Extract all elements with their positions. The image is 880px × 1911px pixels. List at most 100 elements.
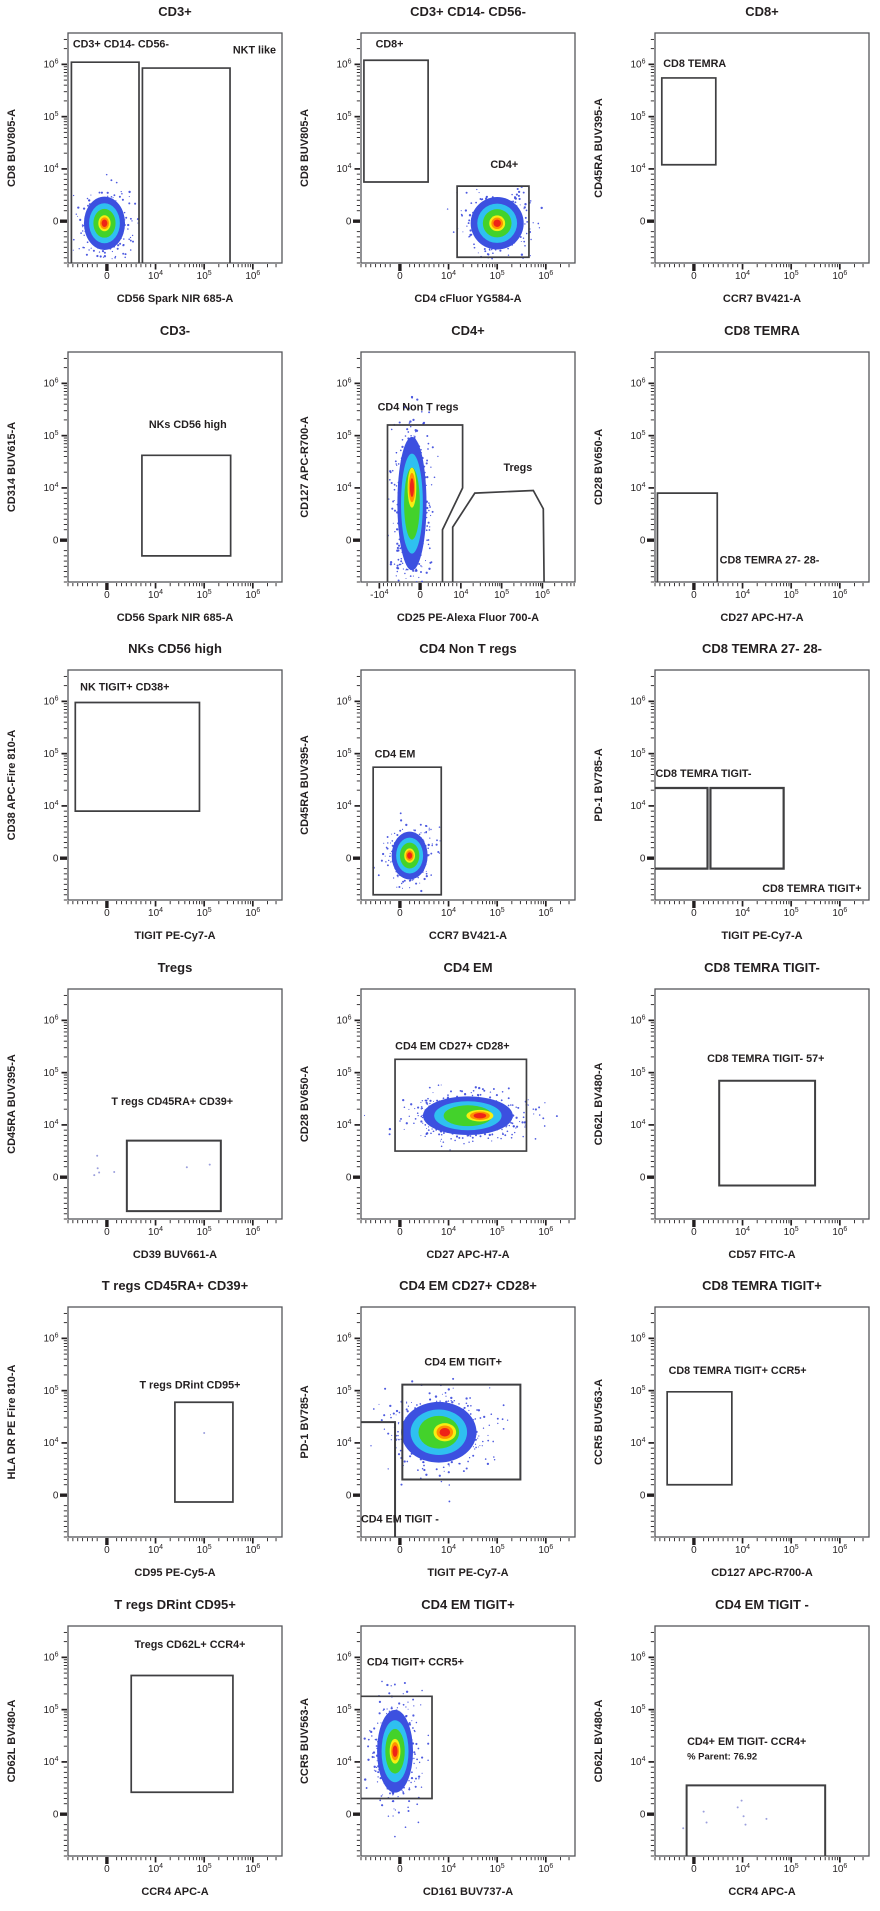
x-tick-label: 106 bbox=[245, 907, 260, 919]
y-tick-label: 104 bbox=[43, 1437, 58, 1449]
y-axis-label: CD28 BV650-A bbox=[299, 1065, 311, 1141]
x-tick-label: 105 bbox=[783, 270, 798, 282]
axis-ticks bbox=[646, 38, 864, 271]
y-tick-label: 104 bbox=[630, 800, 645, 812]
gate[interactable] bbox=[656, 491, 718, 587]
y-axis-label: CD45RA BUV395-A bbox=[6, 1054, 18, 1154]
x-tick-label: 0 bbox=[691, 1545, 697, 1556]
gate[interactable] bbox=[141, 67, 231, 265]
gate[interactable] bbox=[74, 701, 201, 812]
gate[interactable] bbox=[452, 489, 546, 584]
flow-plot-cell[interactable]: CD4 EM TIGIT+ 0 104 105 106 0 104 105 106 CD161 B… bbox=[293, 1593, 586, 1911]
y-tick-label: 105 bbox=[630, 111, 645, 123]
gate-label: CD3+ CD14- CD56- bbox=[73, 39, 170, 51]
gate[interactable] bbox=[141, 453, 232, 557]
x-axis-label: CD57 FITC-A bbox=[728, 1248, 795, 1260]
flow-plot-cell[interactable]: T regs CD45RA+ CD39+ 0 104 105 106 0 104 105 106… bbox=[0, 1274, 293, 1593]
x-tick-label: 106 bbox=[539, 907, 554, 919]
y-tick-label: 106 bbox=[43, 377, 58, 389]
gate[interactable] bbox=[685, 1783, 826, 1861]
flow-plot-cell[interactable]: CD8+ 0 104 105 106 0 104 105 106 CCR7 BV421-A CD45… bbox=[587, 0, 880, 319]
x-axis-label: CCR4 APC-A bbox=[141, 1885, 208, 1897]
x-tick-label: 106 bbox=[832, 907, 847, 919]
x-tick-label: 104 bbox=[735, 1862, 750, 1874]
plot-title: NKs CD56 high bbox=[128, 641, 222, 656]
axis-ticks bbox=[353, 38, 570, 271]
plot-frame bbox=[654, 350, 870, 583]
y-axis-label: HLA DR PE Fire 810-A bbox=[6, 1364, 18, 1479]
x-tick-label: 105 bbox=[783, 1544, 798, 1556]
x-tick-label: 104 bbox=[735, 907, 750, 919]
gate[interactable] bbox=[130, 1674, 234, 1793]
flow-plot-cell[interactable]: CD4 EM 0 104 105 106 0 104 105 106 CD27 APC-H7-A C… bbox=[293, 956, 586, 1275]
gate[interactable] bbox=[660, 77, 717, 166]
flow-plot-cell[interactable]: Tregs 0 104 105 106 0 104 105 106 CD39 BUV661-A CD… bbox=[0, 956, 293, 1275]
y-tick-label: 0 bbox=[346, 535, 352, 546]
flow-plot-cell[interactable]: CD4 EM TIGIT - 0 104 105 106 0 104 105 106 CCR4 A… bbox=[587, 1593, 880, 1911]
flow-plot-cell[interactable]: CD3+ 0 104 105 106 0 104 105 106 CD56 Spark NIR 6… bbox=[0, 0, 293, 319]
gate[interactable] bbox=[665, 1390, 733, 1486]
x-tick-label: 0 bbox=[397, 1545, 403, 1556]
gate[interactable] bbox=[401, 1383, 522, 1481]
x-tick-label: 0 bbox=[104, 1863, 110, 1874]
x-tick-label: 0 bbox=[691, 1863, 697, 1874]
gate[interactable] bbox=[717, 1079, 816, 1187]
y-tick-label: 0 bbox=[640, 535, 646, 546]
plot-title: CD3- bbox=[160, 323, 190, 338]
y-tick-label: 104 bbox=[337, 1119, 352, 1131]
plot-title: Tregs bbox=[158, 960, 193, 975]
plot-data-layer bbox=[363, 1680, 430, 1837]
flow-plot-cell[interactable]: CD8 TEMRA TIGIT- 0 104 105 106 0 104 105 106 CD57… bbox=[587, 956, 880, 1275]
flow-plot: CD3- 0 104 105 106 0 104 105 106 CD56 Spark NIR 6… bbox=[6, 323, 283, 623]
y-tick-label: 105 bbox=[337, 1385, 352, 1397]
x-tick-label: 0 bbox=[691, 271, 697, 282]
gate[interactable] bbox=[358, 1421, 397, 1542]
gate[interactable] bbox=[70, 61, 140, 264]
y-tick-label: 104 bbox=[630, 1437, 645, 1449]
flow-plot-cell[interactable]: CD8 TEMRA TIGIT+ 0 104 105 106 0 104 105 106 CD12… bbox=[587, 1274, 880, 1593]
x-tick-label: 104 bbox=[441, 1225, 456, 1237]
y-tick-label: 106 bbox=[630, 59, 645, 71]
gate[interactable] bbox=[394, 1057, 528, 1152]
plot-title: CD8 TEMRA 27- 28- bbox=[702, 641, 822, 656]
flow-plot-cell[interactable]: CD3+ CD14- CD56- 0 104 105 106 0 104 105 106 CD4 … bbox=[293, 0, 586, 319]
y-tick-label: 105 bbox=[43, 1703, 58, 1715]
gate[interactable] bbox=[653, 786, 709, 870]
x-tick-label: 0 bbox=[104, 589, 110, 600]
x-tick-label: 104 bbox=[735, 1544, 750, 1556]
gate[interactable] bbox=[125, 1139, 222, 1212]
y-tick-label: 0 bbox=[346, 1172, 352, 1183]
plot-title: CD8 TEMRA TIGIT- bbox=[704, 960, 820, 975]
flow-plot-cell[interactable]: CD4 Non T regs 0 104 105 106 0 104 105 106 CCR7 B… bbox=[293, 637, 586, 956]
x-tick-label: 105 bbox=[490, 1862, 505, 1874]
x-tick-label: 106 bbox=[539, 1544, 554, 1556]
flow-plot: T regs DRint CD95+ 0 104 105 106 0 104 105 106 CC… bbox=[6, 1597, 283, 1897]
gate[interactable] bbox=[372, 766, 443, 896]
gate[interactable] bbox=[174, 1401, 234, 1503]
x-tick-label: 0 bbox=[691, 589, 697, 600]
flow-plot-cell[interactable]: CD3- 0 104 105 106 0 104 105 106 CD56 Spark NIR 6… bbox=[0, 319, 293, 638]
x-tick-label: 104 bbox=[148, 270, 163, 282]
plot-frame bbox=[654, 669, 870, 901]
gate[interactable] bbox=[363, 59, 430, 183]
y-tick-label: 105 bbox=[630, 748, 645, 760]
gate[interactable] bbox=[709, 786, 785, 870]
gate[interactable] bbox=[386, 423, 464, 587]
flow-plot-cell[interactable]: NKs CD56 high 0 104 105 106 0 104 105 106 TIGIT P… bbox=[0, 637, 293, 956]
gate[interactable] bbox=[358, 1694, 434, 1799]
gate-label: CD8+ bbox=[376, 39, 404, 51]
flow-plot-cell[interactable]: CD8 TEMRA 0 104 105 106 0 104 105 106 CD27 APC-H7… bbox=[587, 319, 880, 638]
flow-plot-cell[interactable]: CD4+ -104 0 104 105 106 0 104 105 106 CD25 PE-Alex… bbox=[293, 319, 586, 638]
x-tick-label: 104 bbox=[735, 588, 750, 600]
plot-title: CD4 EM bbox=[444, 960, 493, 975]
y-tick-label: 104 bbox=[337, 1437, 352, 1449]
flow-plot-cell[interactable]: CD8 TEMRA 27- 28- 0 104 105 106 0 104 105 106 TIG… bbox=[587, 637, 880, 956]
x-tick-label: 105 bbox=[490, 1544, 505, 1556]
y-axis-label: PD-1 BV785-A bbox=[299, 1385, 311, 1458]
gate[interactable] bbox=[456, 185, 531, 259]
x-axis-label: CCR7 BV421-A bbox=[723, 293, 801, 305]
flow-plot-cell[interactable]: CD4 EM CD27+ CD28+ 0 104 105 106 0 104 105 106 TI… bbox=[293, 1274, 586, 1593]
x-axis-label: CD4 cFluor YG584-A bbox=[415, 293, 522, 305]
flow-plot-cell[interactable]: T regs DRint CD95+ 0 104 105 106 0 104 105 106 CC… bbox=[0, 1593, 293, 1911]
x-tick-label: 106 bbox=[832, 1544, 847, 1556]
